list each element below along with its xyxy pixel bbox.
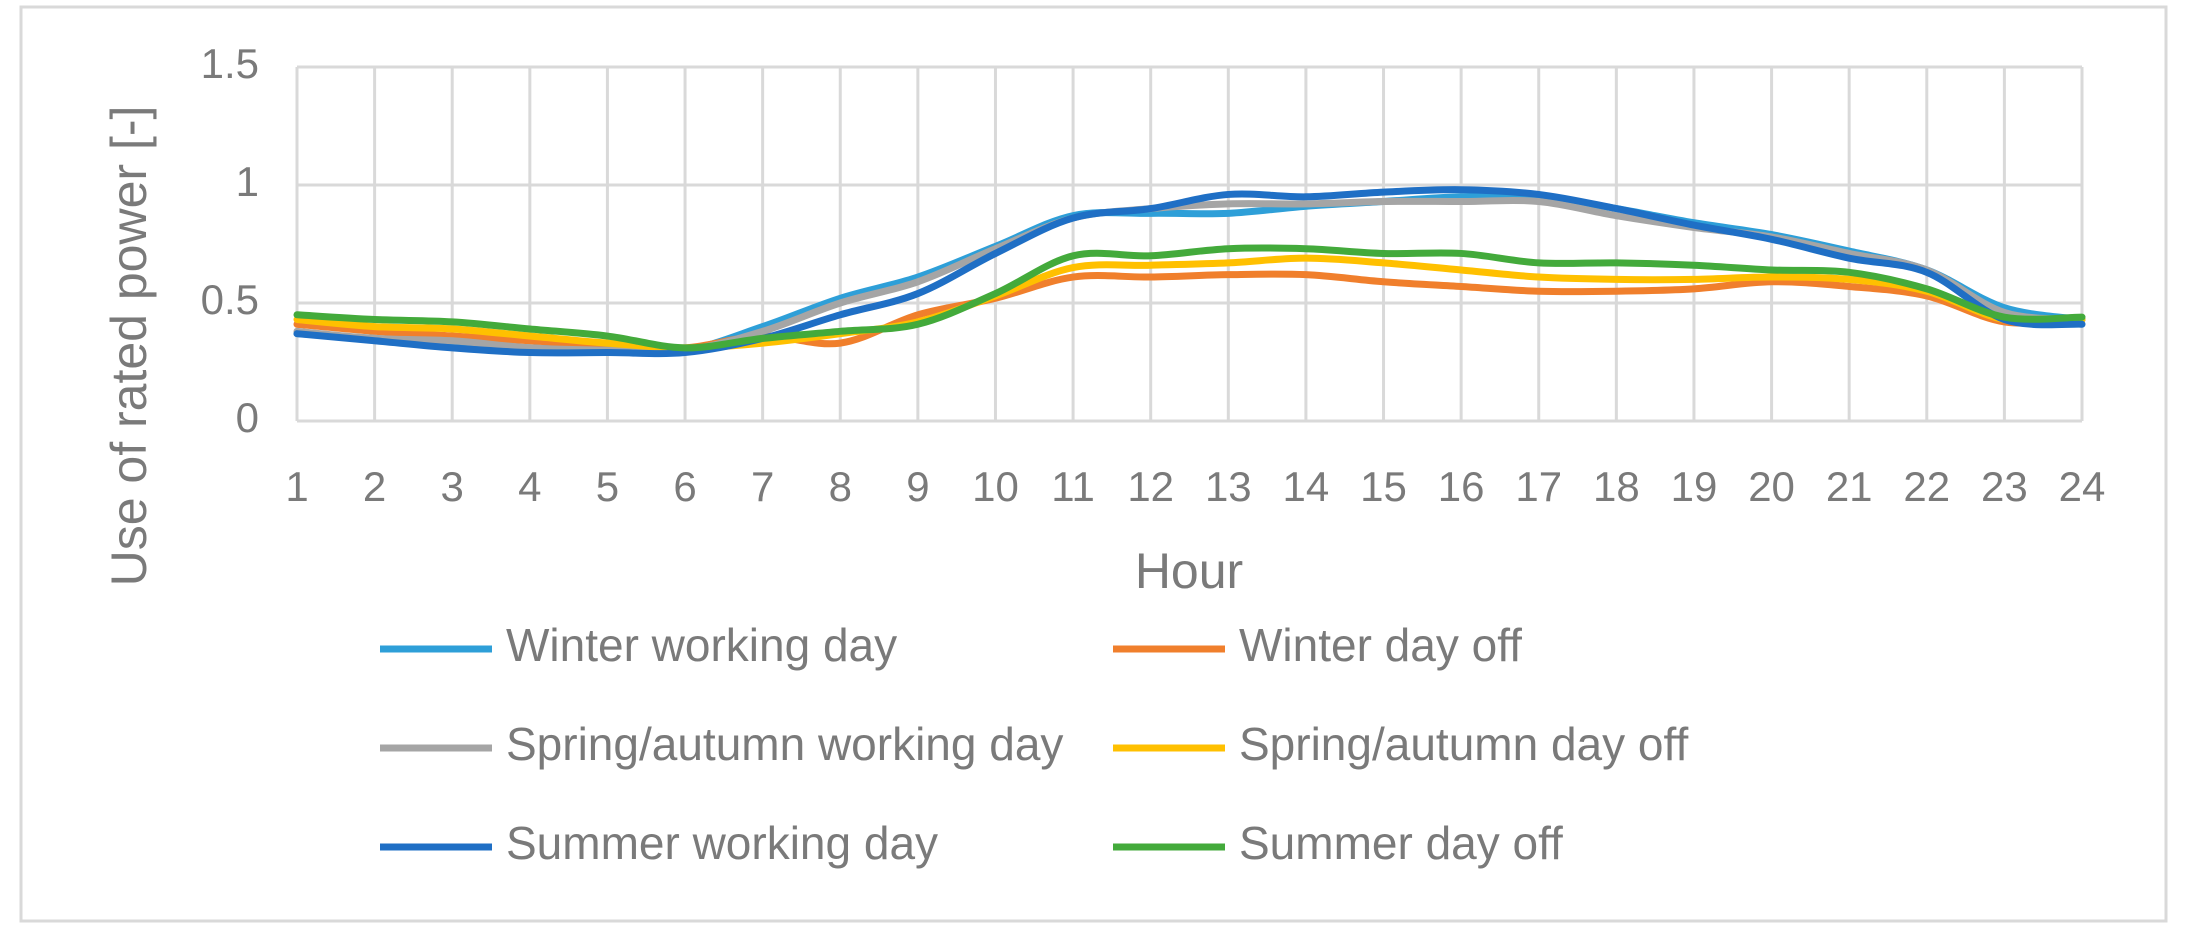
x-tick-label: 3 <box>441 463 464 510</box>
x-tick-label: 4 <box>518 463 541 510</box>
x-tick-label: 15 <box>1360 463 1407 510</box>
y-tick-label: 1.5 <box>201 40 259 87</box>
x-axis-title: Hour <box>1135 543 1243 599</box>
x-tick-label: 10 <box>972 463 1019 510</box>
series-line <box>293 254 2086 352</box>
legend-label: Summer day off <box>1239 817 1563 869</box>
y-tick-label: 0.5 <box>201 276 259 323</box>
legend-label: Spring/autumn day off <box>1239 718 1688 770</box>
series-line <box>293 244 2086 352</box>
x-tick-label: 11 <box>1051 463 1095 510</box>
x-tick-label: 13 <box>1205 463 1252 510</box>
x-tick-label: 18 <box>1593 463 1640 510</box>
x-tick-label: 14 <box>1283 463 1330 510</box>
chart-frame <box>19 5 2168 923</box>
x-tick-label: 23 <box>1981 463 2028 510</box>
x-tick-label: 20 <box>1748 463 1795 510</box>
x-tick-label: 6 <box>673 463 696 510</box>
y-tick-label: 0 <box>236 394 259 441</box>
x-tick-label: 5 <box>596 463 619 510</box>
legend-label: Spring/autumn working day <box>506 718 1063 770</box>
series-line <box>293 186 2086 358</box>
x-tick-label: 19 <box>1671 463 1718 510</box>
x-tick-label: 21 <box>1826 463 1873 510</box>
x-tick-label: 1 <box>285 463 308 510</box>
y-axis-title: Use of rated power [-] <box>101 106 157 587</box>
x-tick-label: 12 <box>1127 463 1174 510</box>
x-tick-label: 2 <box>363 463 386 510</box>
x-tick-label: 17 <box>1515 463 1562 510</box>
x-tick-label: 16 <box>1438 463 1485 510</box>
x-tick-label: 24 <box>2059 463 2106 510</box>
x-tick-label: 22 <box>1903 463 1950 510</box>
x-tick-label: 9 <box>906 463 929 510</box>
x-tick-label: 8 <box>829 463 852 510</box>
legend-label: Winter working day <box>506 619 897 671</box>
x-tick-label: 7 <box>751 463 774 510</box>
legend-label: Winter day off <box>1239 619 1522 671</box>
legend-label: Summer working day <box>506 817 938 869</box>
y-tick-label: 1 <box>236 158 259 205</box>
